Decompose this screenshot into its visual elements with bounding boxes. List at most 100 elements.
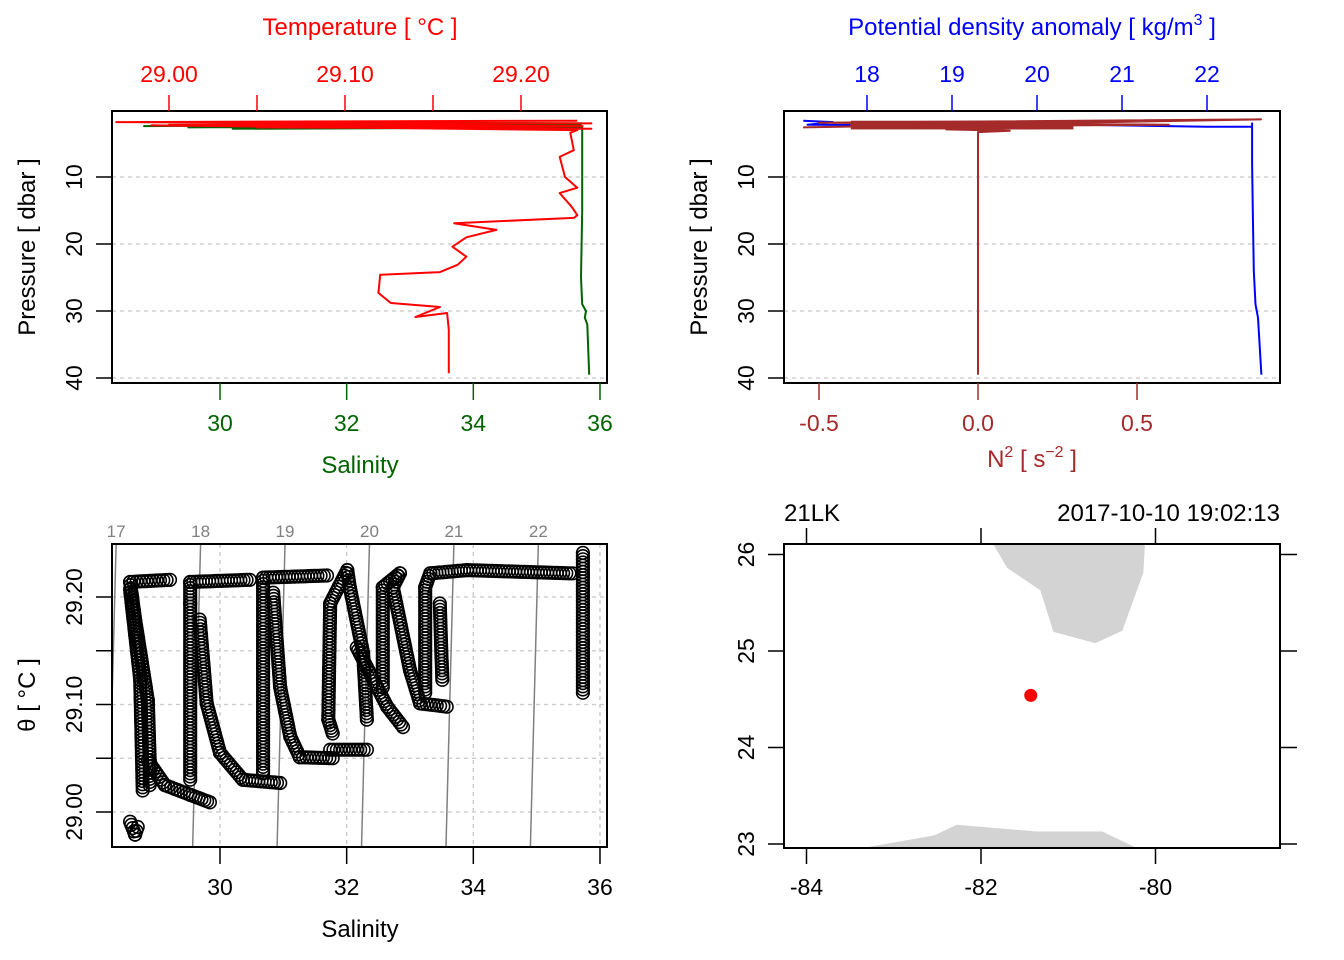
- theta-tick-label: 29.10: [61, 676, 87, 734]
- ts-point: [359, 712, 375, 727]
- density-tick-label: 18: [854, 61, 880, 87]
- n2-tick-label: -0.5: [799, 410, 839, 436]
- panel4-data: [863, 544, 1145, 848]
- land-polygon: [993, 544, 1145, 644]
- panel2-data: [803, 118, 1263, 375]
- isopycnal-label: 20: [360, 522, 379, 541]
- pressure-tick-label: 30: [61, 298, 87, 324]
- ts-point: [353, 742, 368, 757]
- ts-point: [202, 795, 217, 810]
- latitude-tick-label: 25: [733, 638, 759, 664]
- ts-point: [359, 742, 375, 757]
- salinity-tick-label: 32: [334, 410, 360, 436]
- ts-point: [356, 742, 371, 757]
- ts-point: [393, 717, 409, 732]
- station-datetime: 2017-10-10 19:02:13: [1057, 500, 1280, 527]
- pressure-tick-label: 20: [733, 231, 759, 257]
- ts-point: [130, 819, 145, 835]
- temperature-profile-line: [115, 119, 593, 374]
- latitude-tick-label: 26: [733, 542, 759, 568]
- label-part: Potential density anomaly [ kg/m: [848, 14, 1194, 41]
- density-tick-label: 21: [1109, 61, 1135, 87]
- salinity-tick-label: 30: [207, 874, 233, 900]
- ts-point: [375, 670, 390, 685]
- ts-point: [439, 699, 454, 714]
- salinity-tick-label: 30: [207, 410, 233, 436]
- label-part: 2: [1004, 444, 1013, 461]
- ts-point: [575, 685, 591, 700]
- label-part: [ s: [1013, 446, 1045, 473]
- temperature-tick-label: 29.00: [140, 61, 198, 87]
- salinity-tick-label: 34: [461, 410, 487, 436]
- latitude-tick-label: 24: [733, 735, 759, 761]
- station-label: 21LK: [784, 500, 840, 527]
- ts-point: [418, 685, 433, 700]
- isopycnal-label: 22: [529, 522, 548, 541]
- density-tick-label: 19: [939, 61, 965, 87]
- panel1-frame: [111, 110, 608, 384]
- latitude-tick-label: 23: [733, 831, 759, 857]
- pressure-axis-label: Pressure [ dbar ]: [14, 158, 41, 335]
- label-part: −2: [1045, 444, 1063, 461]
- pressure-tick-label: 40: [61, 365, 87, 391]
- isopycnal-line: [276, 544, 286, 847]
- salinity-tick-label: 32: [334, 874, 360, 900]
- theta-tick-label: 29.00: [61, 783, 87, 841]
- salinity-tick-label: 36: [587, 410, 613, 436]
- theta-axis-label: θ [ °C ]: [14, 658, 41, 732]
- temperature-tick-label: 29.10: [316, 61, 374, 87]
- label-part: ]: [1203, 14, 1216, 41]
- ts-point: [273, 775, 288, 791]
- temperature-axis-label: Temperature [ °C ]: [263, 14, 458, 41]
- pressure-tick-label: 30: [733, 298, 759, 324]
- density-tick-label: 22: [1194, 61, 1220, 87]
- pressure-tick-label: 40: [733, 365, 759, 391]
- temperature-tick-label: 29.20: [492, 61, 550, 87]
- isopycnal-line: [360, 544, 371, 847]
- longitude-tick-label: -84: [790, 874, 823, 900]
- label-superscript: 3: [1194, 12, 1203, 29]
- isopycnal-label: 17: [107, 522, 126, 541]
- label-part: N: [987, 446, 1004, 473]
- salinity-axis-label: Salinity: [321, 916, 398, 943]
- ts-point: [375, 680, 390, 695]
- n2-profile-line: [803, 118, 1262, 375]
- land-polygon: [863, 824, 1137, 848]
- ts-point: [349, 742, 365, 757]
- ts-point: [256, 766, 271, 781]
- density-axis-label: Potential density anomaly [ kg/m3 ]: [848, 12, 1216, 41]
- theta-tick-label: 29.20: [61, 568, 87, 626]
- panel1-data: [115, 119, 593, 375]
- n2-tick-label: 0.5: [1121, 410, 1153, 436]
- salinity-tick-label: 36: [587, 874, 613, 900]
- ts-point: [135, 783, 150, 798]
- pressure-axis-label: Pressure [ dbar ]: [686, 158, 713, 335]
- pressure-tick-label: 20: [61, 231, 87, 257]
- label-part: ]: [1064, 446, 1077, 473]
- station-marker: [1024, 688, 1038, 702]
- panel2-frame: [783, 110, 1281, 384]
- ts-point: [325, 751, 340, 766]
- ts-point: [395, 719, 411, 735]
- salinity-tick-label: 34: [461, 874, 487, 900]
- isopycnal-line: [529, 544, 540, 847]
- salinity-axis-label: Salinity: [321, 452, 398, 479]
- n2-tick-label: 0.0: [962, 410, 994, 436]
- panel4-frame: [783, 543, 1281, 849]
- longitude-tick-label: -82: [964, 874, 997, 900]
- isopycnal-label: 19: [276, 522, 295, 541]
- density-profile-line: [803, 119, 1263, 375]
- n2-surface-band: [850, 120, 1074, 130]
- panel3-data: [112, 544, 591, 847]
- panel3-frame: [111, 543, 608, 848]
- salinity-profile-line: [140, 121, 591, 375]
- isopycnal-label: 18: [191, 522, 210, 541]
- n2-axis-label: N2 [ s−2 ]: [987, 444, 1077, 473]
- pressure-tick-label: 10: [733, 164, 759, 190]
- density-tick-label: 20: [1024, 61, 1050, 87]
- ts-point: [183, 772, 198, 787]
- ts-point: [325, 726, 340, 741]
- isopycnal-line: [445, 544, 455, 847]
- pressure-tick-label: 10: [61, 164, 87, 190]
